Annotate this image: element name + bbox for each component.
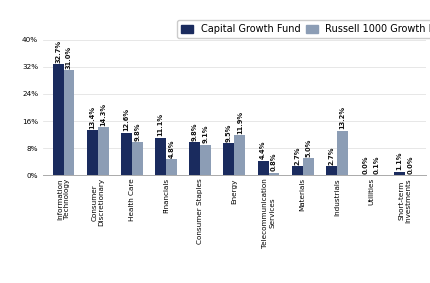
Bar [155, 138, 166, 175]
Bar [87, 130, 98, 175]
Text: 1.1%: 1.1% [397, 152, 403, 170]
Text: 4.4%: 4.4% [260, 141, 266, 159]
Bar [292, 166, 303, 175]
Text: 2.7%: 2.7% [294, 146, 300, 165]
Text: 5.0%: 5.0% [305, 139, 311, 157]
Text: 12.6%: 12.6% [123, 108, 129, 131]
Legend: Capital Growth Fund, Russell 1000 Growth Index: Capital Growth Fund, Russell 1000 Growth… [177, 20, 430, 38]
Bar [200, 145, 211, 175]
Text: 9.8%: 9.8% [192, 122, 198, 141]
Text: 0.0%: 0.0% [408, 156, 414, 174]
Bar [337, 131, 348, 175]
Text: 0.8%: 0.8% [271, 153, 277, 171]
Bar [166, 159, 177, 175]
Text: 31.0%: 31.0% [66, 46, 72, 69]
Bar [98, 127, 109, 175]
Text: 9.5%: 9.5% [226, 123, 232, 142]
Bar [121, 133, 132, 175]
Bar [268, 173, 280, 175]
Bar [394, 172, 405, 175]
Text: 0.0%: 0.0% [362, 156, 369, 174]
Bar [303, 158, 313, 175]
Text: 13.2%: 13.2% [339, 106, 345, 129]
Bar [258, 160, 268, 175]
Bar [52, 65, 64, 175]
Text: 32.7%: 32.7% [55, 40, 61, 63]
Bar [224, 143, 234, 175]
Text: 9.1%: 9.1% [203, 125, 209, 143]
Bar [64, 70, 74, 175]
Text: 13.4%: 13.4% [89, 106, 95, 128]
Text: 11.1%: 11.1% [157, 113, 163, 136]
Text: 11.9%: 11.9% [237, 111, 243, 134]
Text: 14.3%: 14.3% [100, 102, 106, 126]
Text: 9.8%: 9.8% [134, 122, 140, 141]
Bar [234, 135, 245, 175]
Text: 0.1%: 0.1% [374, 155, 380, 174]
Bar [326, 166, 337, 175]
Bar [132, 142, 143, 175]
Text: 4.8%: 4.8% [169, 139, 175, 158]
Bar [189, 142, 200, 175]
Text: 2.7%: 2.7% [329, 146, 335, 165]
